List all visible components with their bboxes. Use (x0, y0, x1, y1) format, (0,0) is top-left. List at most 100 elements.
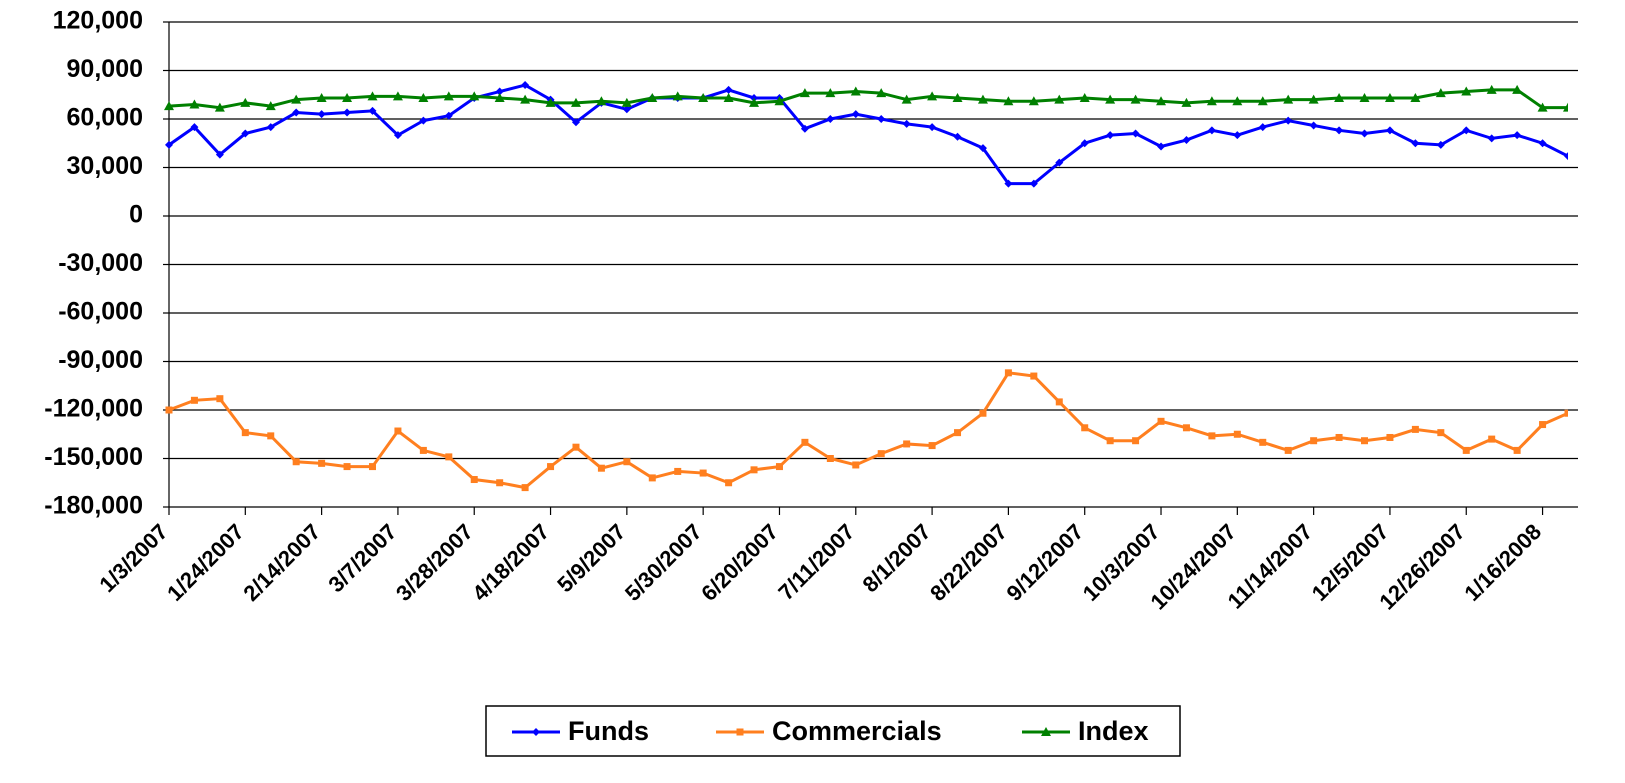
marker (1284, 116, 1293, 125)
marker (1488, 435, 1496, 443)
marker (1055, 158, 1064, 167)
marker (623, 458, 631, 466)
y-tick-label: -150,000 (44, 443, 143, 471)
series-line (168, 88, 1568, 110)
y-tick-label: -90,000 (58, 346, 143, 374)
series-line (168, 371, 1568, 490)
y-tick-label: -180,000 (44, 492, 143, 520)
marker (901, 94, 912, 104)
marker (724, 85, 733, 94)
marker (1564, 152, 1568, 161)
marker (1436, 140, 1445, 149)
x-tick-label: 8/1/2007 (858, 519, 936, 597)
marker (392, 91, 403, 101)
marker (723, 92, 734, 102)
marker (1157, 142, 1166, 151)
marker (799, 88, 810, 98)
marker (903, 440, 911, 448)
marker (749, 97, 760, 107)
marker (876, 88, 887, 98)
marker (189, 99, 200, 109)
marker (1539, 421, 1547, 429)
marker (241, 429, 249, 437)
marker (1105, 94, 1116, 104)
marker (597, 464, 605, 472)
marker (343, 463, 351, 471)
marker (1335, 433, 1343, 441)
marker (953, 132, 962, 141)
marker (1232, 96, 1243, 106)
y-tick-label: 90,000 (67, 55, 143, 83)
marker (1563, 102, 1568, 112)
marker (954, 429, 962, 437)
marker (1462, 446, 1470, 454)
marker (1259, 438, 1267, 446)
marker (1206, 96, 1217, 106)
y-tick-label: 30,000 (67, 152, 143, 180)
marker (725, 479, 733, 487)
marker (1487, 134, 1496, 143)
marker (1437, 429, 1445, 437)
marker (1081, 424, 1089, 432)
marker (596, 96, 607, 106)
marker (494, 92, 505, 102)
marker (1308, 94, 1319, 104)
marker (928, 123, 937, 132)
marker (826, 455, 834, 462)
marker (571, 118, 580, 127)
marker (1030, 372, 1038, 380)
marker (736, 728, 744, 736)
marker (469, 91, 480, 101)
marker (1079, 92, 1090, 102)
marker (266, 123, 275, 132)
marker (1334, 92, 1345, 102)
marker (1080, 139, 1089, 148)
marker (394, 427, 402, 435)
marker (1411, 425, 1419, 433)
marker (292, 108, 301, 117)
marker (318, 459, 326, 467)
marker (316, 92, 327, 102)
marker (1207, 126, 1216, 135)
marker (979, 409, 987, 417)
marker (1284, 446, 1292, 454)
marker (1537, 102, 1548, 112)
marker (265, 101, 276, 111)
marker (317, 110, 326, 119)
marker (443, 91, 454, 101)
marker (1028, 96, 1039, 106)
marker (1004, 369, 1012, 377)
marker (547, 463, 555, 471)
marker (1258, 123, 1267, 132)
series-line (168, 83, 1568, 186)
marker (1360, 129, 1369, 138)
marker (1359, 92, 1370, 102)
marker (368, 106, 377, 115)
marker (215, 150, 224, 159)
marker (520, 94, 531, 104)
marker (1181, 97, 1192, 107)
marker (495, 87, 504, 96)
marker (1208, 432, 1216, 440)
x-tick-label: 9/12/2007 (1001, 519, 1088, 606)
marker (418, 92, 429, 102)
marker (1132, 437, 1140, 445)
marker (978, 144, 987, 153)
marker (648, 474, 656, 482)
marker (877, 450, 885, 458)
marker (570, 97, 581, 107)
marker (801, 438, 809, 446)
marker (1233, 430, 1241, 438)
marker (1131, 129, 1140, 138)
marker (165, 140, 173, 149)
y-tick-label: 0 (129, 201, 143, 229)
x-tick-label: 4/18/2007 (467, 519, 554, 606)
marker (267, 432, 275, 440)
legend-label: Index (1078, 716, 1149, 746)
marker (1182, 136, 1191, 145)
marker (532, 728, 540, 736)
marker (1335, 126, 1344, 135)
marker (928, 442, 936, 450)
marker (1233, 131, 1242, 140)
marker (241, 129, 250, 138)
